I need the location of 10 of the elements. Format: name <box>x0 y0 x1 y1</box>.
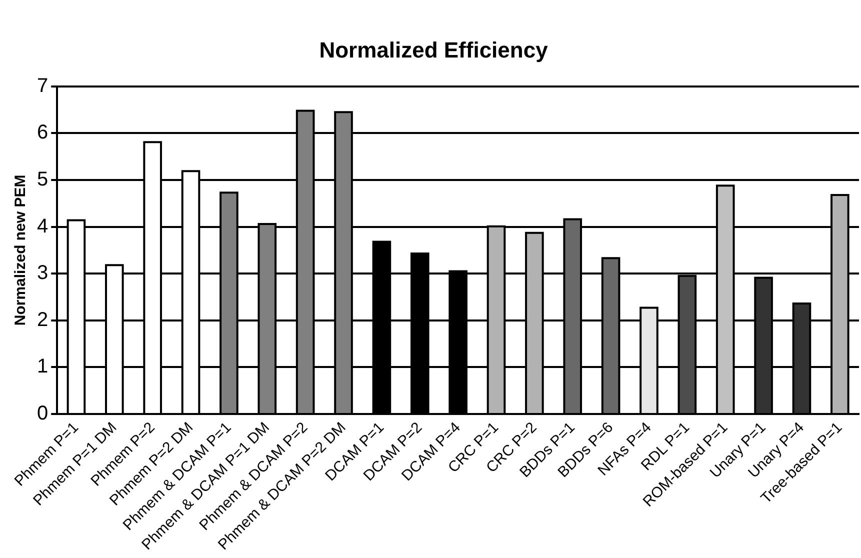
y-tick-label: 1 <box>37 356 48 378</box>
y-tick-label: 6 <box>37 122 48 144</box>
y-axis-title: Normalized new PEM <box>12 174 30 326</box>
y-tick-label: 4 <box>37 215 48 238</box>
y-tick-label: 7 <box>37 74 48 97</box>
y-tick-label: 5 <box>37 168 48 191</box>
chart-title: Normalized Efficiency <box>319 37 549 62</box>
y-tick-label: 0 <box>37 402 48 424</box>
y-tick-label: 3 <box>37 262 48 284</box>
y-tick-label: 2 <box>37 308 48 331</box>
